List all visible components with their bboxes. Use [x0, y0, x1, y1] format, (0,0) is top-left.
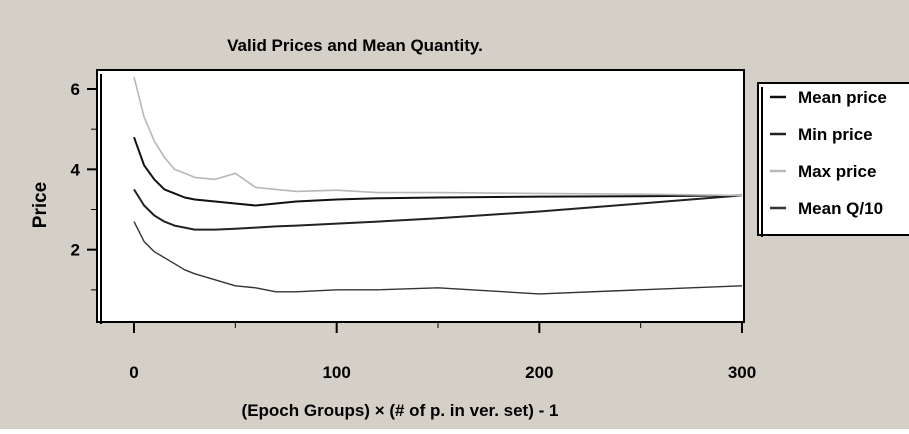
- series-line-min-price: [133, 188, 743, 231]
- x-axis-label: (Epoch Groups) × (# of p. in ver. set) -…: [242, 401, 559, 420]
- series-line-mean-q-10: [133, 221, 743, 295]
- chart-title: Valid Prices and Mean Quantity.: [227, 36, 483, 55]
- y-tick-label: 2: [71, 241, 80, 260]
- legend-box: [757, 82, 909, 236]
- series-layer: [133, 76, 743, 295]
- y-axis: 2 4 6: [71, 80, 97, 291]
- series-line-mean-price: [133, 136, 743, 207]
- x-tick-label: 300: [728, 363, 756, 382]
- legend-label: Mean Q/10: [798, 199, 883, 218]
- legend-label: Min price: [798, 125, 873, 144]
- legend: Mean price Min price Max price Mean Q/10: [757, 82, 909, 237]
- x-tick-label: 100: [322, 363, 350, 382]
- x-tick-label: 0: [129, 363, 138, 382]
- y-axis-label: Price: [30, 182, 51, 228]
- y-tick-label: 4: [71, 160, 81, 179]
- y-tick-label: 6: [71, 80, 80, 99]
- legend-label: Max price: [798, 162, 876, 181]
- legend-label: Mean price: [798, 88, 887, 107]
- series-line-max-price: [133, 76, 743, 197]
- x-tick-label: 200: [525, 363, 553, 382]
- x-axis: 0 100 200 300: [129, 322, 756, 382]
